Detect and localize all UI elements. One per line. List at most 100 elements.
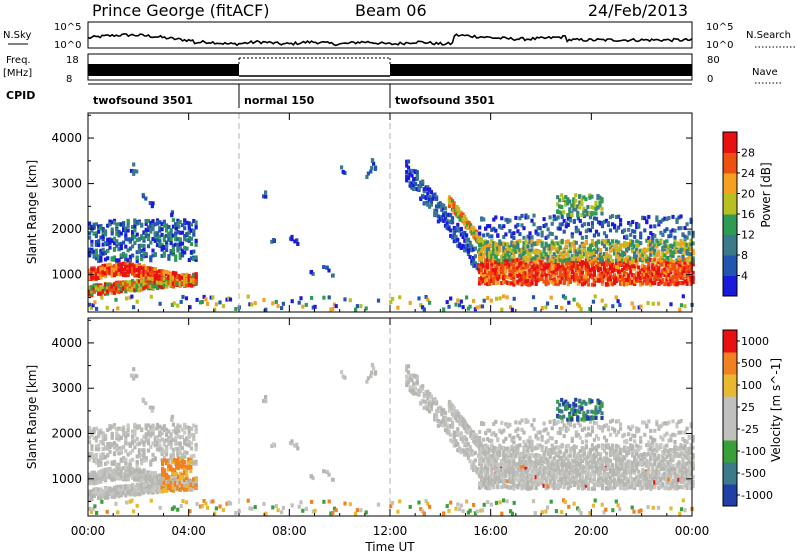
power-cell [609, 228, 612, 232]
power-cell [396, 306, 399, 310]
power-cell [639, 232, 642, 236]
power-cell [504, 270, 507, 274]
power-cell [561, 215, 564, 219]
power-cell [247, 295, 250, 299]
power-cell [546, 302, 549, 306]
power-cell [254, 301, 257, 305]
power-cell [530, 235, 533, 239]
power-cell [587, 278, 590, 282]
power-cell [460, 227, 463, 231]
power-cell [580, 307, 583, 311]
power-cell [665, 239, 668, 243]
colorbar-swatch [723, 173, 737, 194]
power-cell [147, 236, 150, 240]
power-cell [271, 301, 274, 305]
power-cell [132, 305, 135, 309]
velocity-cell [147, 449, 150, 453]
power-cell [483, 299, 486, 303]
power-cell [591, 221, 594, 225]
power-cell [124, 254, 127, 258]
power-cell [653, 234, 656, 238]
power-cell [678, 308, 681, 312]
power-cell [633, 230, 636, 234]
power-cell [589, 228, 592, 232]
power-cell [133, 228, 136, 232]
power-cell [547, 227, 550, 231]
velocity-cell [113, 452, 116, 456]
velocity-cell [161, 432, 164, 436]
power-cell [159, 302, 162, 306]
power-cell [512, 236, 515, 240]
date-label: 24/Feb/2013 [588, 1, 688, 20]
power-cell [474, 254, 477, 258]
power-cell [174, 254, 177, 258]
velocity-cell [127, 429, 130, 433]
power-cell [264, 190, 267, 194]
power-cell [423, 307, 426, 311]
colorbar-swatch [723, 194, 737, 215]
power-cell [195, 243, 198, 247]
velocity-cell [97, 444, 100, 448]
power-cell [544, 305, 547, 309]
colorbar-swatch [723, 132, 737, 153]
power-cell [122, 241, 125, 245]
power-cell [599, 248, 602, 252]
power-cell [136, 300, 139, 304]
velocity-cell [147, 441, 150, 445]
power-cell [601, 299, 604, 303]
power-cell [349, 298, 352, 302]
power-cell [574, 193, 577, 197]
power-cell [310, 270, 313, 274]
power-cell [637, 266, 640, 270]
power-cell [215, 302, 218, 306]
power-cell [686, 236, 689, 240]
power-cell [499, 296, 502, 300]
power-cell [449, 229, 452, 233]
power-cell [335, 304, 338, 308]
power-cell [97, 239, 100, 243]
freq-nave-panel: Freq. [MHz] 18 8 80 0 Nave [3, 54, 782, 85]
power-cell [513, 297, 516, 301]
power-cell [573, 298, 576, 302]
power-cell [183, 251, 186, 255]
power-cell [414, 182, 417, 186]
power-cell [183, 226, 186, 230]
power-cell [407, 176, 410, 180]
power-cell [192, 233, 195, 237]
power-cell [673, 236, 676, 240]
power-cell [564, 296, 567, 300]
power-cell [149, 241, 152, 245]
velocity-cell [149, 445, 152, 449]
power-cell [452, 205, 455, 209]
power-cell [682, 294, 685, 298]
power-cell [511, 308, 514, 312]
colorbar-tick-label: 20 [741, 188, 755, 201]
power-cell [555, 236, 558, 240]
power-cell [106, 249, 109, 253]
power-cell [452, 201, 455, 205]
power-cell [581, 271, 584, 275]
power-cell [446, 300, 449, 304]
power-cell [594, 212, 597, 216]
beam-label: Beam 06 [355, 1, 427, 20]
colorbar-swatch [723, 276, 737, 297]
colorbar-swatch [723, 153, 737, 174]
colorbar-tick-label: 16 [741, 208, 755, 221]
colorbar-tick-label: 24 [741, 167, 755, 180]
power-cell [277, 304, 280, 308]
power-cell [496, 234, 499, 238]
power-cell [95, 249, 98, 253]
velocity-cell [106, 461, 109, 465]
power-cell [425, 196, 428, 200]
colorbar-tick-label: 8 [741, 249, 748, 262]
power-cell [469, 255, 472, 259]
power-cell [174, 258, 177, 262]
power-cell [646, 301, 649, 305]
power-cell [605, 234, 608, 238]
power-cell [597, 240, 600, 244]
power-cell [669, 234, 672, 238]
power-cell [504, 232, 507, 236]
power-cell [142, 194, 145, 198]
power-cell [657, 266, 660, 270]
power-cell [275, 300, 278, 304]
